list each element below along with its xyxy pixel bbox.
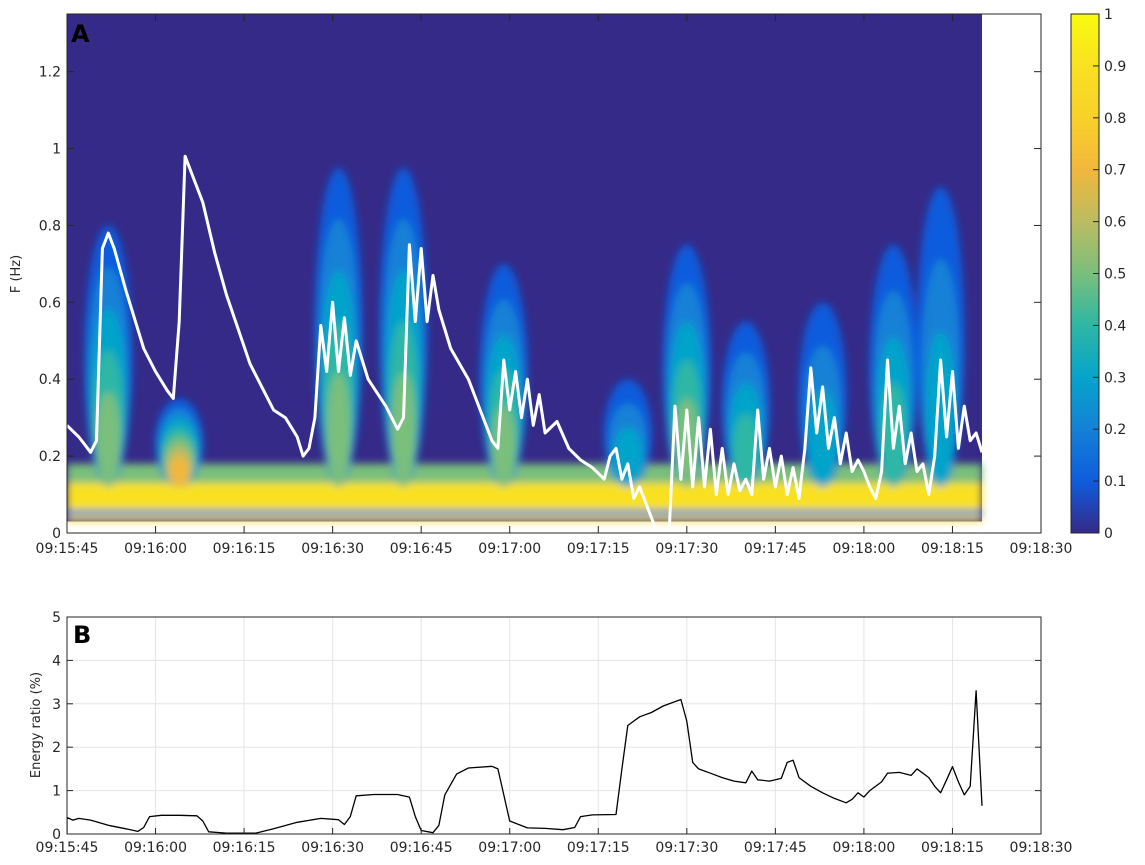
y-axis-b: 0 1 2 3 4 5 bbox=[52, 610, 1041, 843]
axes-box-b bbox=[66, 616, 1042, 835]
burst-4-level-4 bbox=[491, 404, 516, 487]
y-tick-label-b: 1 bbox=[52, 784, 61, 800]
x-tick-label-b: 09:16:45 bbox=[390, 840, 453, 856]
colorbar-tick-label: 0.7 bbox=[1104, 163, 1126, 179]
y-tick-label-a: 1.2 bbox=[39, 65, 61, 81]
y-axis-label-b: Energy ratio (%) bbox=[29, 672, 44, 778]
y-axis-label-a: F (Hz) bbox=[9, 255, 24, 293]
colorbar: 0 0.1 0.2 0.3 0.4 0.5 0.6 0.7 0.8 0.9 1 bbox=[1070, 7, 1126, 542]
x-tick-label-b: 09:17:45 bbox=[744, 840, 807, 856]
burst-3-level-4 bbox=[391, 372, 416, 487]
y-tick-label-a: 0.2 bbox=[39, 449, 61, 465]
burst-1-level-6 bbox=[168, 456, 190, 487]
x-axis-b: 09:15:45 09:16:00 09:16:15 09:16:30 09:16:45… bbox=[36, 828, 1073, 856]
x-tick-label-b: 09:16:00 bbox=[124, 840, 187, 856]
y-tick-label-a: 0.6 bbox=[39, 295, 61, 311]
panel-a-spectrogram: 09:15:45 09:16:00 09:16:15 09:16:30 09:16:45… bbox=[9, 13, 1073, 557]
colorbar-tick-label: 0.1 bbox=[1104, 474, 1126, 490]
colorbar-tick-label: 0.2 bbox=[1104, 422, 1126, 438]
colorbar-tick-label: 0.8 bbox=[1104, 111, 1126, 127]
burst-10-level-2 bbox=[925, 331, 956, 487]
x-tick-label-b: 09:18:00 bbox=[832, 840, 895, 856]
ridge-line bbox=[67, 154, 984, 533]
x-tick-label-b: 09:18:15 bbox=[921, 840, 984, 856]
burst-8-level-2 bbox=[807, 388, 838, 487]
x-axis-a: 09:15:45 09:16:00 09:16:15 09:16:30 09:16:45… bbox=[36, 14, 1073, 557]
x-tick-label-b: 09:17:15 bbox=[567, 840, 630, 856]
x-tick-label-a: 09:17:30 bbox=[655, 541, 718, 557]
x-tick-label-a: 09:15:45 bbox=[36, 541, 99, 557]
axes-background-b bbox=[67, 617, 1041, 834]
colorbar-ticks: 0 0.1 0.2 0.3 0.4 0.5 0.6 0.7 0.8 0.9 1 bbox=[1093, 7, 1126, 542]
y-axis-a: 0 0.2 0.4 0.6 0.8 1 1.2 bbox=[39, 65, 1041, 542]
colorbar-tick-label: 0 bbox=[1104, 526, 1113, 542]
panel-b-tag: B bbox=[73, 621, 91, 649]
x-tick-label-b: 09:18:30 bbox=[1010, 840, 1073, 856]
x-tick-label-a: 09:16:00 bbox=[124, 541, 187, 557]
x-tick-label-a: 09:16:15 bbox=[213, 541, 276, 557]
axes-box-a bbox=[66, 13, 1042, 534]
y-tick-label-b: 3 bbox=[52, 697, 61, 713]
colorbar-tick-label: 0.4 bbox=[1104, 318, 1126, 334]
colorbar-tick-label: 0.3 bbox=[1104, 370, 1126, 386]
x-tick-label-a: 09:17:15 bbox=[567, 541, 630, 557]
ridge-frequency-series bbox=[67, 154, 984, 533]
y-tick-label-b: 4 bbox=[52, 653, 61, 669]
y-tick-label-a: 0.8 bbox=[39, 218, 61, 234]
panel-a-tag: A bbox=[71, 20, 90, 48]
y-tick-label-a: 0 bbox=[52, 526, 61, 542]
x-tick-label-b: 09:17:00 bbox=[478, 840, 541, 856]
y-tick-label-a: 0.4 bbox=[39, 372, 61, 388]
burst-2-level-4 bbox=[326, 372, 351, 487]
energy-ratio-series bbox=[67, 690, 983, 834]
x-tick-label-a: 09:16:45 bbox=[390, 541, 453, 557]
colorbar-tick-label: 1 bbox=[1104, 7, 1113, 23]
y-tick-label-b: 2 bbox=[52, 740, 61, 756]
y-tick-label-b: 0 bbox=[52, 827, 61, 843]
energy-ratio-line bbox=[67, 690, 983, 834]
burst-0-level-4 bbox=[96, 392, 121, 487]
y-tick-label-b: 5 bbox=[52, 610, 61, 626]
colorbar-tick-label: 0.9 bbox=[1104, 59, 1126, 75]
colorbar-tick-label: 0.6 bbox=[1104, 215, 1126, 231]
x-tick-label-a: 09:18:00 bbox=[832, 541, 895, 557]
grid-b bbox=[66, 616, 1042, 835]
colorbar-tick-label: 0.5 bbox=[1104, 267, 1126, 283]
x-tick-label-a: 09:16:30 bbox=[301, 541, 364, 557]
x-tick-label-a: 09:17:45 bbox=[744, 541, 807, 557]
x-tick-label-a: 09:18:15 bbox=[921, 541, 984, 557]
x-tick-label-b: 09:17:30 bbox=[655, 840, 718, 856]
x-tick-label-b: 09:16:30 bbox=[301, 840, 364, 856]
x-tick-label-b: 09:16:15 bbox=[213, 840, 276, 856]
energy-band-gap bbox=[67, 509, 982, 516]
x-tick-label-a: 09:18:30 bbox=[1010, 541, 1073, 557]
x-tick-label-a: 09:17:00 bbox=[478, 541, 541, 557]
panel-b-energy-ratio: 09:15:45 09:16:00 09:16:15 09:16:30 09:16:45… bbox=[29, 610, 1072, 856]
x-tick-label-b: 09:15:45 bbox=[36, 840, 99, 856]
y-tick-label-a: 1 bbox=[52, 142, 61, 158]
